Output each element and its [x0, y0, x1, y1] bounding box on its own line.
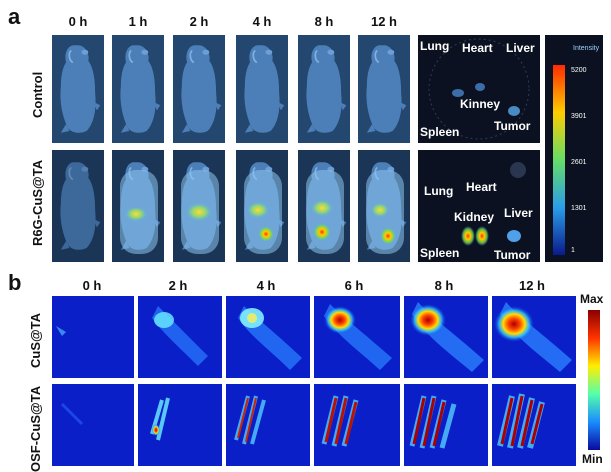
mouse-image-control-0h — [52, 35, 104, 143]
time-label-b-4: 8 h — [434, 278, 454, 293]
mouse-image-r6g-2h — [173, 150, 225, 262]
colorbar-gradient — [553, 65, 565, 255]
thermal-image-osf-2h — [138, 384, 222, 466]
organ-label-liver-treated: Liver — [504, 206, 533, 220]
time-label-a-0: 0 h — [68, 14, 88, 29]
thermal-image-osf-8h — [404, 384, 488, 466]
colorbar-tick-5200: 5200 — [571, 67, 587, 74]
organ-label-heart: Heart — [462, 41, 493, 55]
time-label-b-0: 0 h — [82, 278, 102, 293]
colorbar-min-label: Min — [582, 452, 603, 466]
colorbar-tick-1301: 1301 — [571, 205, 587, 212]
thermal-image-osf-12h — [492, 384, 576, 466]
thermal-image-cus-6h — [314, 296, 400, 378]
time-label-a-3: 4 h — [252, 14, 272, 29]
organ-label-kinney: Kinney — [460, 97, 501, 111]
row-label-cus-ta: CuS@TA — [28, 312, 43, 368]
colorbar-title: Intensity — [573, 45, 600, 52]
mouse-image-r6g-4h — [236, 150, 288, 262]
thermal-image-cus-8h — [404, 296, 488, 378]
thermal-image-cus-2h — [138, 296, 222, 378]
mouse-image-r6g-0h — [52, 150, 104, 262]
organ-label-spleen-treated: Spleen — [420, 246, 460, 260]
thermal-image-cus-4h — [226, 296, 310, 378]
mouse-image-r6g-8h — [298, 150, 350, 262]
mouse-image-control-4h — [236, 35, 288, 143]
row-label-r6g: R6G-CuS@TA — [30, 159, 45, 246]
colorbar-tick-2601: 2601 — [571, 159, 587, 166]
mouse-image-r6g-1h — [112, 150, 164, 262]
colorbar-thermal — [588, 310, 600, 450]
time-label-b-3: 6 h — [344, 278, 364, 293]
organ-label-liver: Liver — [506, 41, 535, 55]
organ-label-spleen: Spleen — [420, 125, 460, 139]
organ-label-lung: Lung — [420, 39, 450, 53]
row-label-osf-cus-ta: OSF-CuS@TA — [28, 385, 43, 472]
thermal-image-cus-12h — [492, 296, 576, 378]
thermal-image-cus-0h — [52, 296, 134, 378]
row-label-control: Control — [30, 71, 45, 118]
time-label-a-1: 1 h — [128, 14, 148, 29]
organ-image-treated: Lung Heart Kidney Liver Spleen Tumor — [418, 150, 540, 262]
mouse-image-control-8h — [298, 35, 350, 143]
thermal-image-osf-6h — [314, 384, 400, 466]
colorbar-tick-1: 1 — [571, 247, 575, 254]
mouse-image-control-2h — [173, 35, 225, 143]
organ-label-tumor-treated: Tumor — [494, 248, 531, 262]
time-label-b-2: 4 h — [256, 278, 276, 293]
mouse-image-control-1h — [112, 35, 164, 143]
organ-label-lung-treated: Lung — [424, 184, 454, 198]
thermal-image-osf-0h — [52, 384, 134, 466]
organ-image-control: Lung Heart Liver Kinney Spleen Tumor — [418, 35, 540, 143]
time-label-b-5: 12 h — [518, 278, 545, 293]
organ-label-heart-treated: Heart — [466, 180, 497, 194]
colorbar-intensity: Intensity 5200 3901 2601 1301 1 — [545, 35, 603, 262]
organ-spots-treated — [461, 162, 526, 246]
colorbar-tick-3901: 3901 — [571, 113, 587, 120]
time-label-a-5: 12 h — [370, 14, 397, 29]
time-label-a-4: 8 h — [314, 14, 334, 29]
panel-b-letter: b — [8, 270, 22, 295]
mouse-image-r6g-12h — [358, 150, 410, 262]
panel-a-letter: a — [8, 4, 21, 29]
organ-spots-control — [428, 38, 530, 140]
organ-label-kidney-treated: Kidney — [454, 210, 495, 224]
colorbar-max-label: Max — [580, 292, 604, 306]
time-label-a-2: 2 h — [189, 14, 209, 29]
thermal-image-osf-4h — [226, 384, 310, 466]
organ-label-tumor: Tumor — [494, 119, 531, 133]
time-label-b-1: 2 h — [168, 278, 188, 293]
mouse-image-control-12h — [358, 35, 410, 143]
